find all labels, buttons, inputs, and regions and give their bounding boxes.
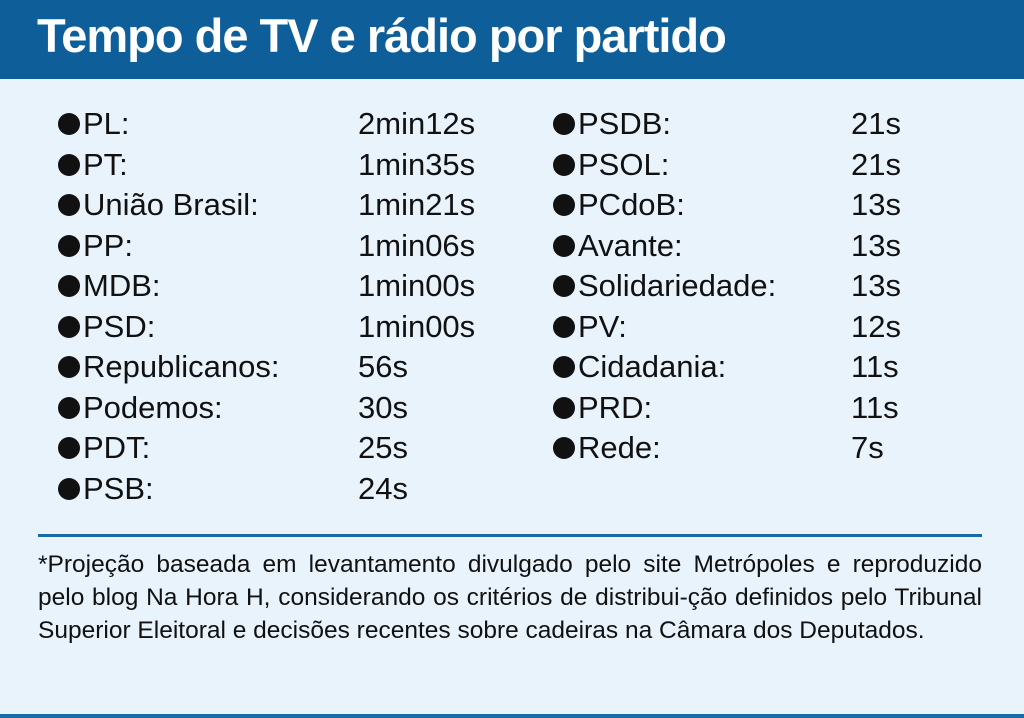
party-name: PSD: [83,308,156,344]
party-name: Avante: [578,227,683,263]
party-airtime: 13s [851,227,901,263]
party-airtime: 1min00s [358,308,476,344]
party-airtime: 7s [851,430,884,465]
party-airtime: 30s [358,389,408,425]
party-airtime: 24s [358,470,408,506]
bullet-icon [58,396,80,419]
bottom-rule [0,714,1024,718]
party-name: PT: [83,146,128,182]
bullet-icon [58,477,80,500]
party-airtime: 1min21s [358,187,476,222]
bullet-icon [58,153,80,176]
bullet-icon [58,194,80,216]
party-airtime: 11s [851,389,899,425]
party-airtime: 21s [851,106,901,141]
bullet-icon [553,153,575,176]
party-airtime: 21s [851,146,901,182]
party-name: PCdoB: [578,187,685,222]
party-name: Cidadania: [578,349,727,384]
footnote-divider [38,534,982,537]
party-name: MDB: [83,268,161,303]
party-airtime: 1min35s [358,146,476,182]
party-name: PSB: [83,470,154,506]
footnote-text: *Projeção baseada em levantamento divulg… [38,551,982,644]
party-name: Solidariedade: [578,268,777,303]
bullet-icon [553,275,575,297]
party-airtime: 1min00s [358,268,476,303]
bullet-icon [58,315,80,338]
bullet-icon [58,356,80,378]
party-name: PL: [83,106,130,141]
party-airtime: 11s [851,349,899,384]
party-name: União Brasil: [83,187,259,222]
bullet-icon [553,315,575,338]
party-name: PSDB: [578,106,672,141]
party-airtime: 13s [851,187,901,222]
bullet-icon [58,437,80,459]
bullet-icon [58,234,80,257]
party-airtime: 1min06s [358,227,476,263]
bullet-icon [553,396,575,419]
party-airtime: 13s [851,268,901,303]
bullet-icon [553,356,575,378]
bullet-icon [58,113,80,135]
bullet-icon [553,194,575,216]
page-title: Tempo de TV e rádio por partido [37,9,727,62]
party-name: PSOL: [578,146,670,182]
party-name: PP: [83,227,133,263]
party-airtime: 2min12s [358,106,476,141]
party-airtime: 56s [358,349,408,384]
party-name: PDT: [83,430,151,465]
party-airtime: 12s [851,308,901,344]
bullet-icon [58,275,80,297]
bullet-icon [553,437,575,459]
party-airtime: 25s [358,430,408,465]
party-name: Podemos: [83,389,223,425]
party-name: Rede: [578,430,661,465]
bullet-icon [553,234,575,257]
bullet-icon [553,113,575,135]
title-banner: Tempo de TV e rádio por partido [0,0,1024,79]
party-name: PV: [578,308,627,344]
party-name: Republicanos: [83,349,280,384]
party-name: PRD: [578,389,653,425]
